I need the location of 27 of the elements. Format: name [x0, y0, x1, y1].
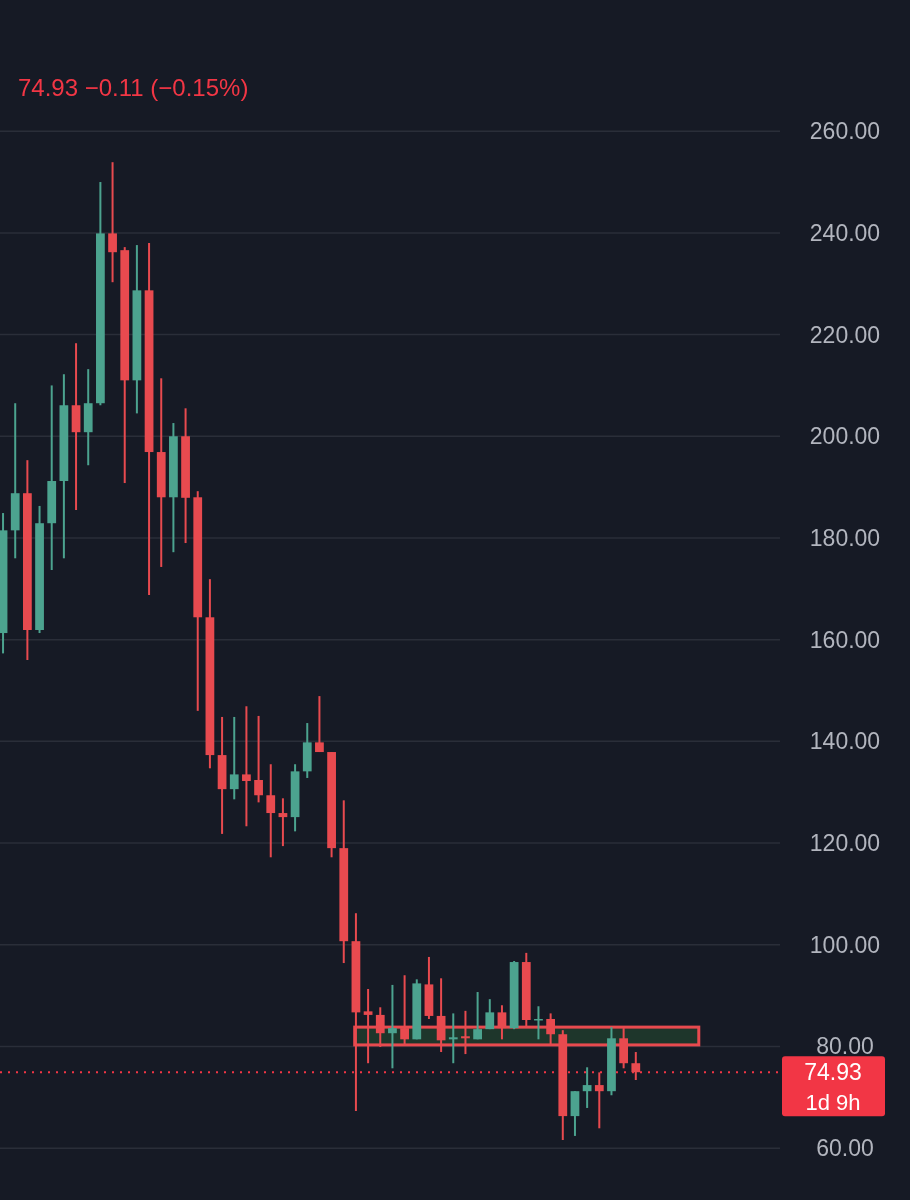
- y-tick-label: 180.00: [809, 525, 881, 552]
- candlestick: [266, 763, 276, 859]
- y-tick-label: 100.00: [809, 931, 881, 958]
- candlestick: [254, 714, 263, 804]
- y-tick-label: 240.00: [809, 219, 881, 246]
- candlestick: [485, 998, 495, 1031]
- y-tick-label: 160.00: [809, 626, 881, 653]
- y-tick-label: 260.00: [809, 118, 881, 145]
- candlestick: [473, 991, 482, 1041]
- candlestick: [108, 161, 117, 284]
- text: 1d 9h: [805, 1089, 861, 1115]
- candlestick: [594, 1071, 604, 1130]
- candlestick: [242, 705, 251, 828]
- candlestick: [582, 1066, 592, 1109]
- text: 74.93 −0.11 (−0.15%): [18, 74, 249, 101]
- y-tick-label: 60.00: [816, 1135, 874, 1162]
- y-tick-label: 200.00: [809, 423, 881, 450]
- candlestick: [448, 1012, 458, 1065]
- candlestick: [229, 715, 239, 801]
- y-tick-label: 120.00: [809, 830, 881, 857]
- ref-line-label: 74.93: [804, 1059, 862, 1086]
- y-tick-label: 220.00: [809, 321, 881, 348]
- candlestick: [388, 983, 397, 1070]
- y-tick-label: 140.00: [809, 728, 881, 755]
- candlestick: [315, 695, 324, 754]
- candlestick: [631, 1051, 641, 1081]
- y-tick-label: 80.00: [816, 1033, 874, 1060]
